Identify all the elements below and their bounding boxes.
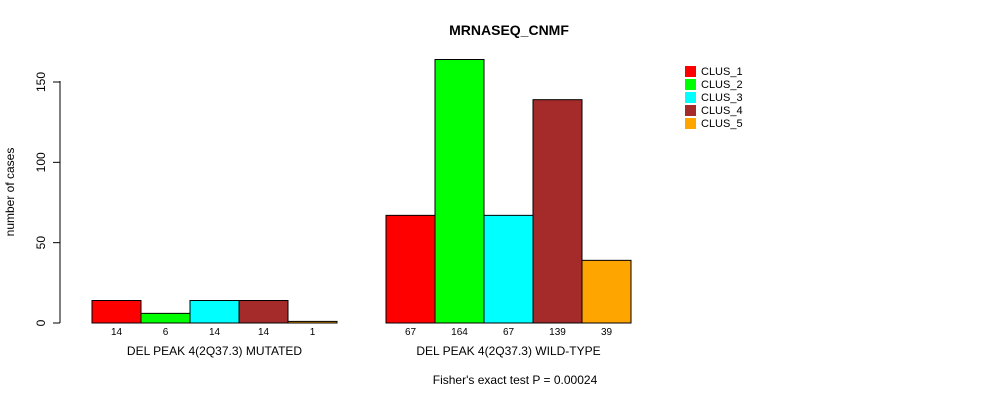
fisher-test-caption: Fisher's exact test P = 0.00024	[433, 373, 598, 387]
group-label: DEL PEAK 4(2Q37.3) WILD-TYPE	[416, 344, 600, 358]
count-label: 1	[310, 327, 316, 338]
legend-swatch	[685, 79, 696, 90]
count-label: 14	[209, 327, 221, 338]
bar-clus-2-group-1	[140, 312, 191, 324]
y-tick-label: 0	[34, 319, 48, 326]
chart-title: MRNASEQ_CNMF	[449, 22, 569, 38]
count-label: 39	[601, 327, 613, 338]
y-axis: 0 50 100 150	[34, 72, 61, 326]
group-labels: DEL PEAK 4(2Q37.3) MUTATED DEL PEAK 4(2Q3…	[127, 344, 601, 358]
legend-label: CLUS_5	[701, 118, 743, 130]
count-label: 139	[549, 327, 566, 338]
bar-clus-3-group-2	[483, 214, 534, 324]
legend-swatch	[685, 118, 696, 129]
bars	[91, 59, 632, 324]
count-label: 14	[111, 327, 123, 338]
legend-swatch	[685, 92, 696, 103]
count-labels: 14 6 14 14 1 67 164 67 139 39	[111, 327, 613, 338]
y-tick-label: 150	[34, 72, 48, 92]
bar-clus-4-group-2	[532, 99, 583, 324]
y-tick-label: 100	[34, 152, 48, 172]
legend-label: CLUS_3	[701, 92, 743, 104]
legend-label: CLUS_2	[701, 79, 743, 91]
bar-clus-5-group-2	[581, 259, 632, 324]
count-label: 164	[451, 327, 468, 338]
count-label: 67	[405, 327, 417, 338]
bar-clus-5-group-1	[287, 320, 338, 324]
legend-label: CLUS_4	[701, 105, 743, 117]
legend-swatch	[685, 105, 696, 116]
legend-label: CLUS_1	[701, 66, 743, 78]
y-tick-label: 50	[34, 236, 48, 250]
bar-clus-1-group-1	[91, 300, 142, 324]
count-label: 6	[163, 327, 169, 338]
bar-clus-3-group-1	[189, 300, 240, 324]
y-axis-title: number of cases	[3, 148, 17, 237]
count-label: 14	[258, 327, 270, 338]
bar-clus-4-group-1	[238, 300, 289, 324]
bar-clus-2-group-2	[434, 59, 485, 324]
legend-swatch	[685, 66, 696, 77]
group-label: DEL PEAK 4(2Q37.3) MUTATED	[127, 344, 302, 358]
bar-clus-1-group-2	[385, 214, 436, 324]
count-label: 67	[503, 327, 515, 338]
